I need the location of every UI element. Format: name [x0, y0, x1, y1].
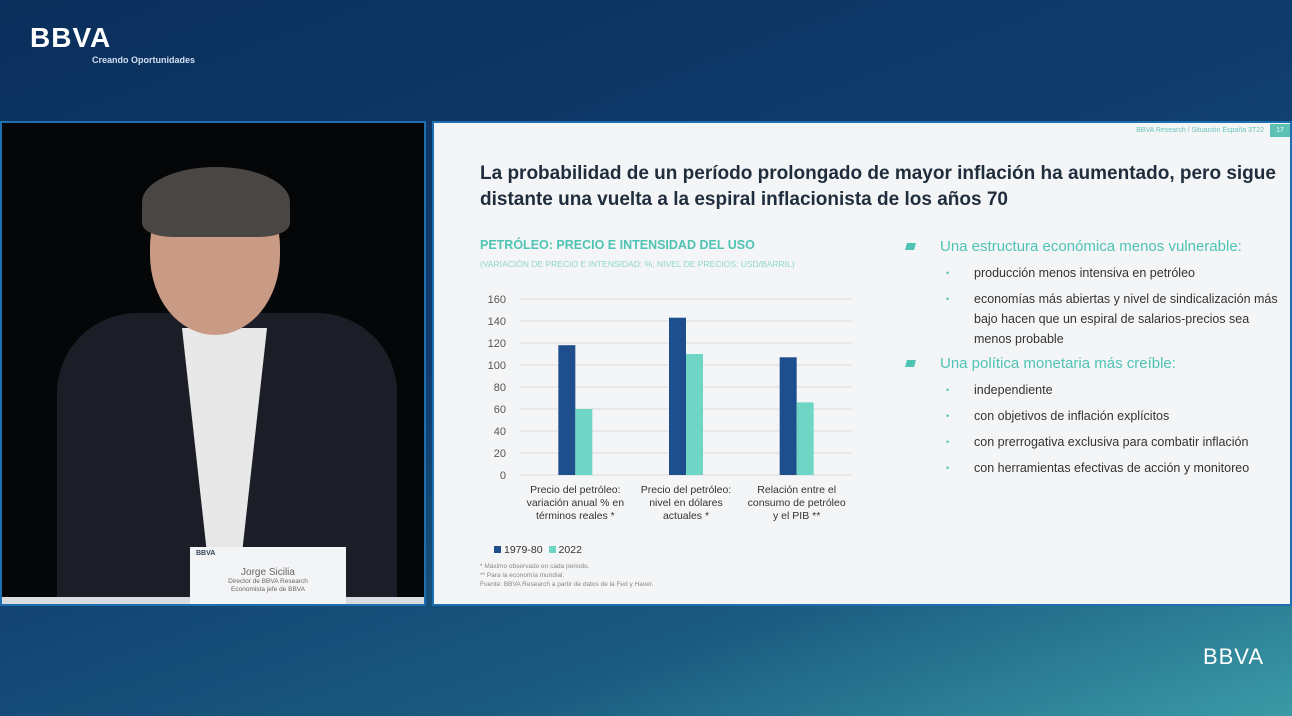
bar-chart: 0 20 40 60 80 100 120 140 160 Precio del petróleo… — [488, 294, 852, 522]
bullet-list: Una estructura económica menos vulnerabl… — [905, 238, 1286, 484]
legend-item-1979: 1979-80 — [494, 544, 543, 556]
x-tick-label: Relación entre el consumo de petróleo y el… — [748, 484, 846, 522]
y-tick-label: 20 — [494, 448, 506, 460]
bar-2022-3 — [796, 402, 814, 475]
speaker-hair — [142, 167, 290, 237]
slide-title: La probabilidad de un período prolongado… — [480, 163, 1276, 210]
section-heading: Una estructura económica menos vulnerabl… — [905, 238, 1286, 255]
y-tick-label: 40 — [494, 426, 506, 438]
slide-reference: BBVA Research / Situación España 3T22 — [1136, 127, 1264, 134]
list-item: • con objetivos de inflación explícitos — [946, 409, 1170, 423]
legend-item-2022: 2022 — [548, 544, 582, 556]
y-tick-label: 100 — [488, 360, 506, 372]
y-tick-label: 60 — [494, 404, 506, 416]
chart-notes: * Máximo observado en cada periodo. ** P… — [480, 562, 653, 589]
marker-icon — [905, 243, 916, 250]
list-item: • producción menos intensiva en petróleo — [946, 266, 1195, 280]
source-note: Fuente: BBVA Research a partir de datos … — [480, 581, 654, 588]
marker-icon — [905, 360, 916, 367]
bar-1979-80-1 — [558, 345, 576, 475]
bbva-logo: BBVA — [30, 22, 112, 53]
chart-subtitle: (VARIACIÓN DE PRECIO E INTENSIDAD: %; NI… — [480, 259, 795, 269]
bbva-logo-bottom: BBVA — [1202, 644, 1264, 669]
tagline: Creando Oportunidades — [92, 55, 196, 65]
y-tick-label: 80 — [494, 382, 506, 394]
y-tick-label: 0 — [500, 470, 506, 482]
speaker-name: Jorge Sicilia — [241, 567, 295, 578]
bar-2022-1 — [575, 409, 593, 475]
bar-1979-80-3 — [779, 357, 797, 475]
note: ** Para la economía mundial. — [480, 572, 565, 579]
bar-1979-80-2 — [669, 317, 686, 475]
y-tick-label: 160 — [488, 294, 506, 306]
chart-title: PETRÓLEO: PRECIO E INTENSIDAD DEL USO — [480, 238, 755, 252]
speaker-role-2: Economista jefe de BBVA — [231, 586, 305, 593]
section-heading: Una política monetaria más creíble: — [905, 355, 1286, 372]
x-tick-label: Precio del petróleo: variación anual % en… — [527, 484, 625, 522]
y-tick-label: 140 — [488, 316, 506, 328]
nameplate: BBVA Jorge Sicilia Director de BBVA Rese… — [190, 547, 346, 604]
bar-2022-2 — [686, 354, 703, 475]
note: * Máximo observado en cada periodo. — [480, 563, 590, 570]
list-item: • con herramientas efectivas de acción y … — [946, 461, 1250, 475]
x-tick-label: Precio del petróleo: nivel en dólares actu… — [641, 484, 731, 522]
list-item: • economías más abiertas y nivel de sindi… — [946, 292, 1278, 346]
y-tick-label: 120 — [488, 338, 506, 350]
speaker-video: BBVA Jorge Sicilia Director de BBVA Rese… — [0, 121, 426, 606]
nameplate-logo: BBVA — [196, 550, 216, 557]
speaker-role: Director de BBVA Research — [228, 578, 308, 585]
presentation-slide: BBVA Research / Situación España 3T22 17… — [432, 121, 1292, 606]
slide-page-number: 17 — [1270, 124, 1290, 137]
chart-legend: 1979-80 2022 — [494, 544, 582, 556]
list-item: • independiente — [946, 383, 1053, 397]
list-item: • con prerrogativa exclusiva para combati… — [946, 435, 1249, 449]
